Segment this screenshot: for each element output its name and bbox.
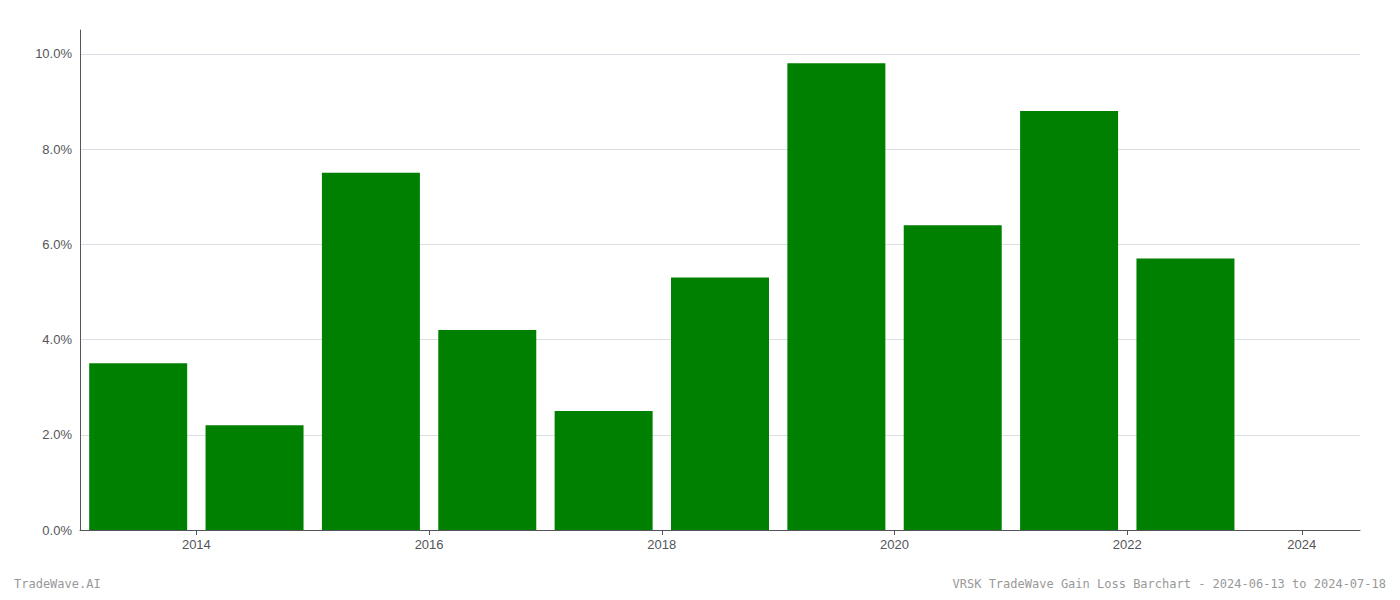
svg-text:2022: 2022	[1113, 537, 1142, 552]
svg-text:VRSK TradeWave Gain Loss Barch: VRSK TradeWave Gain Loss Barchart - 2024…	[953, 577, 1386, 591]
svg-text:10.0%: 10.0%	[35, 46, 72, 61]
svg-text:6.0%: 6.0%	[42, 237, 72, 252]
svg-text:2.0%: 2.0%	[42, 427, 72, 442]
svg-text:2014: 2014	[182, 537, 211, 552]
svg-text:2018: 2018	[647, 537, 676, 552]
svg-text:2016: 2016	[415, 537, 444, 552]
svg-text:2024: 2024	[1287, 537, 1316, 552]
svg-text:2020: 2020	[880, 537, 909, 552]
svg-text:8.0%: 8.0%	[42, 142, 72, 157]
svg-text:0.0%: 0.0%	[42, 523, 72, 538]
svg-text:4.0%: 4.0%	[42, 332, 72, 347]
svg-text:TradeWave.AI: TradeWave.AI	[14, 577, 101, 591]
